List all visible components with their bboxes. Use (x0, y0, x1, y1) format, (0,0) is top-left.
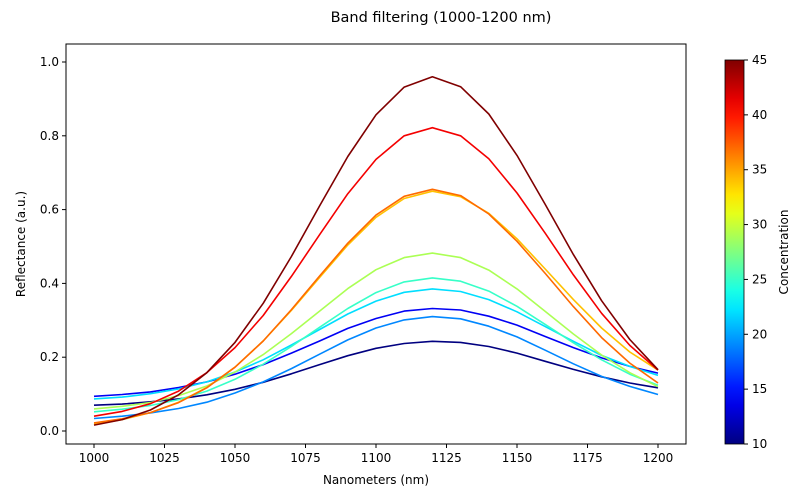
y-tick-label: 0.6 (40, 203, 59, 217)
y-axis: 0.0 0.2 0.4 0.6 0.8 1.0 (40, 55, 66, 438)
colorbar-tick-label: 25 (752, 272, 767, 286)
colorbar-tick-label: 40 (752, 108, 767, 122)
series-line-14 (93, 307, 659, 398)
colorbar-tick-label: 10 (752, 437, 767, 451)
y-tick-label: 1.0 (40, 55, 59, 69)
y-tick-label: 0.4 (40, 276, 59, 290)
colorbar-tick-label: 15 (752, 382, 767, 396)
colorbar-label: Concentration (777, 210, 791, 295)
y-tick-label: 0.2 (40, 350, 59, 364)
x-tick-label: 1200 (643, 451, 674, 465)
y-tick-label: 0.8 (40, 129, 59, 143)
x-tick-label: 1100 (361, 451, 392, 465)
x-tick-label: 1025 (149, 451, 180, 465)
x-axis-label: Nanometers (nm) (323, 473, 429, 487)
chart-title: Band filtering (1000-1200 nm) (331, 10, 552, 26)
colorbar-ticks: 10 15 20 25 30 35 40 45 (744, 53, 767, 451)
plot-frame (65, 43, 687, 445)
colorbar-tick-label: 20 (752, 327, 767, 341)
plot-lines (93, 76, 659, 426)
x-tick-label: 1050 (220, 451, 251, 465)
x-tick-label: 1000 (79, 451, 110, 465)
series-line-29 (93, 252, 659, 410)
series-line-41 (93, 126, 659, 417)
series-line-45 (93, 76, 659, 426)
x-tick-label: 1075 (290, 451, 321, 465)
colorbar-tick-label: 45 (752, 53, 767, 67)
series-line-19 (93, 315, 659, 420)
x-tick-label: 1175 (572, 451, 603, 465)
series-line-37 (93, 188, 659, 424)
x-tick-label: 1150 (502, 451, 533, 465)
x-tick-label: 1125 (431, 451, 462, 465)
colorbar (724, 59, 745, 445)
y-axis-label: Reflectance (a.u.) (14, 191, 28, 297)
y-tick-label: 0.0 (40, 424, 59, 438)
colorbar-tick-label: 35 (752, 163, 767, 177)
x-axis: 1000 1025 1050 1075 1100 1125 1150 1175 1200 (79, 444, 674, 465)
colorbar-tick-label: 30 (752, 218, 767, 232)
